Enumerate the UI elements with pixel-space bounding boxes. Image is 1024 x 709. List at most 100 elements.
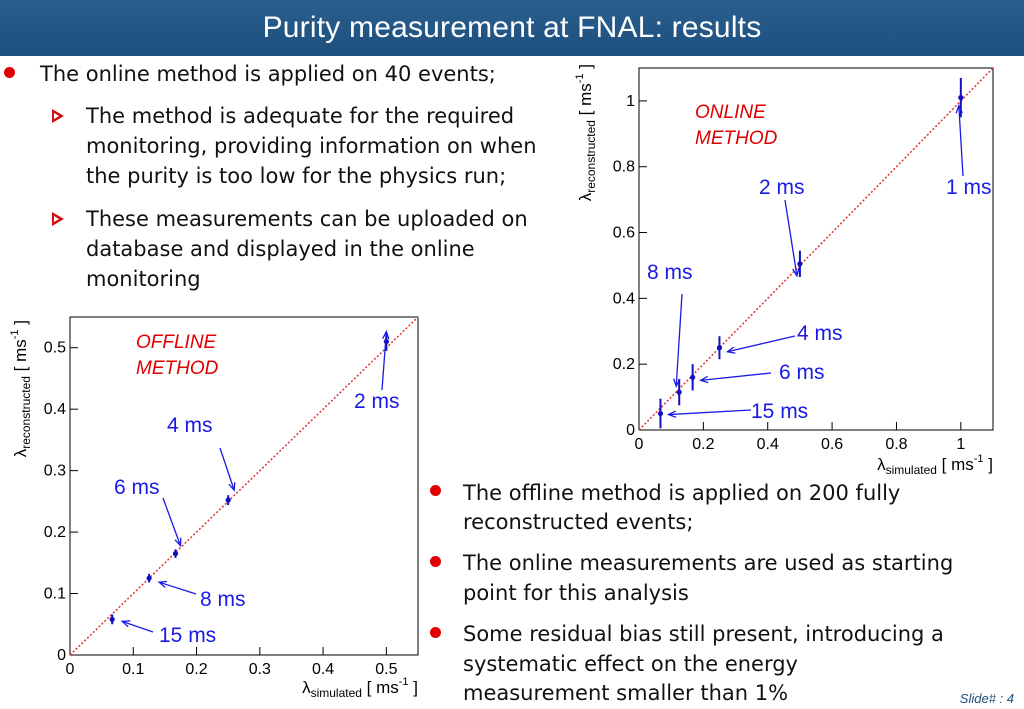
right-bullet-3-line-1: Some residual bias still present, introd… — [463, 622, 944, 646]
right-bullet-3-line-3: measurement smaller than 1% — [463, 681, 789, 705]
bullet-dot — [430, 627, 441, 638]
x-tick-label: 0.4 — [312, 661, 334, 678]
data-point — [716, 345, 723, 351]
method-title-line-1: ONLINE — [695, 102, 766, 123]
arrowhead-icon — [382, 329, 390, 340]
offline-method-chart: 0 0.1 0.2 0.3 0.4 0.5 0 0.1 0.2 0.3 0.4 0.5 2 ms 4 ms… — [9, 316, 419, 700]
sub-bullet-1-line-3: the purity is too low for the physics ru… — [86, 164, 507, 188]
sub-bullet-2-line-2: database and displayed in the online — [86, 237, 475, 261]
annotation-arrow — [958, 105, 964, 177]
point-label: 15 ms — [159, 624, 216, 647]
sub-bullet-2-line-3: monitoring — [86, 267, 201, 291]
y-tick-label: 0.8 — [613, 159, 635, 176]
annotation-arrow — [121, 620, 154, 633]
plot-frame — [69, 316, 419, 656]
point-label: 4 ms — [797, 322, 843, 345]
arrowhead-icon — [955, 103, 963, 114]
arrowhead-icon — [666, 410, 677, 418]
x-tick-label: 1 — [956, 436, 965, 453]
annotation-arrow — [158, 581, 197, 595]
data-point — [146, 575, 152, 581]
x-tick-label: 0.6 — [821, 436, 843, 453]
point-label: 2 ms — [759, 176, 805, 199]
arrow-bullet-icon — [52, 212, 64, 226]
right-bullet-2-line-2: point for this analysis — [463, 581, 689, 605]
method-title-line-2: METHOD — [695, 128, 778, 149]
title-bar: Purity measurement at FNAL: results — [0, 0, 1024, 56]
right-bullet-2-line-1: The online measurements are used as star… — [463, 551, 954, 575]
bullet-online-method: The online method is applied on 40 event… — [40, 62, 496, 86]
data-point — [225, 497, 231, 503]
annotation-arrow — [784, 199, 798, 276]
annotation-arrow — [700, 372, 772, 381]
y-tick-label: 0 — [57, 647, 66, 664]
x-tick-label: 0.2 — [185, 661, 207, 678]
data-point — [172, 551, 179, 557]
x-tick-label: 0.3 — [249, 661, 271, 678]
plot-frame — [638, 67, 994, 431]
point-label: 15 ms — [751, 400, 808, 423]
point-label: 1 ms — [946, 176, 992, 199]
diagonal-line — [69, 316, 419, 656]
point-label: 2 ms — [354, 390, 400, 413]
y-tick-label: 0.2 — [44, 524, 66, 541]
point-label: 8 ms — [647, 261, 693, 284]
y-tick-label: 0.1 — [44, 586, 66, 603]
x-tick-label: 0.2 — [692, 436, 714, 453]
annotation-arrow — [219, 447, 235, 491]
x-axis-label: λsimulated [ ms-1 ] — [302, 676, 418, 700]
arrowhead-icon — [792, 267, 800, 278]
y-axis-label: λreconstructed [ ms-1 ] — [9, 320, 33, 457]
arrowhead-icon — [672, 378, 681, 388]
slide-number: Slide# : 4 — [959, 691, 1014, 706]
right-bullet-3-line-2: systematic effect on the energy — [463, 652, 798, 676]
x-tick-label: 0.8 — [885, 436, 907, 453]
data-point — [958, 95, 964, 101]
y-tick-label: 0.3 — [44, 463, 66, 480]
annotation-arrow — [675, 293, 683, 387]
y-tick-label: 0.2 — [613, 356, 635, 373]
data-point — [676, 389, 682, 395]
sub-bullet-2-line-1: These measurements can be uploaded on — [86, 207, 528, 231]
bullet-dot — [4, 67, 15, 78]
method-title-line-2: METHOD — [136, 358, 219, 379]
y-tick-label: 0 — [626, 422, 635, 439]
arrowhead-icon — [698, 375, 709, 384]
data-point — [657, 410, 664, 417]
right-bullet-1-line-1: The offline method is applied on 200 ful… — [463, 481, 901, 505]
y-tick-label: 0.5 — [44, 340, 66, 357]
sub-bullet-1-line-2: monitoring, providing information on whe… — [86, 134, 537, 158]
annotation-arrow — [162, 497, 182, 546]
data-point — [109, 616, 115, 622]
data-point — [797, 261, 803, 267]
bullet-dot — [430, 485, 441, 496]
x-tick-label: 0.5 — [375, 661, 397, 678]
point-label: 6 ms — [114, 476, 160, 499]
y-tick-label: 1 — [626, 93, 635, 110]
y-tick-label: 0.4 — [613, 290, 635, 307]
annotation-arrow — [381, 331, 388, 391]
annotation-arrow — [727, 335, 796, 353]
point-label: 8 ms — [200, 588, 246, 611]
x-tick-label: 0.4 — [757, 436, 779, 453]
diagonal-line — [638, 67, 994, 431]
x-tick-label: 0 — [635, 436, 644, 453]
x-tick-label: 0 — [66, 661, 75, 678]
arrowhead-icon — [228, 482, 236, 492]
y-axis-label: λreconstructed [ ms-1 ] — [575, 64, 598, 201]
method-title-line-1: OFFLINE — [136, 332, 217, 353]
sub-bullet-1-line-1: The method is adequate for the required — [86, 104, 515, 128]
data-point — [690, 374, 696, 380]
y-tick-label: 0.6 — [613, 225, 635, 242]
x-tick-label: 0.1 — [122, 661, 144, 678]
arrow-bullet-icon — [52, 109, 64, 123]
right-bullet-1-line-2: reconstructed events; — [463, 510, 694, 534]
arrowhead-icon — [725, 346, 736, 354]
arrowhead-icon — [157, 580, 168, 588]
arrowhead-icon — [120, 620, 131, 628]
slide-title: Purity measurement at FNAL: results — [262, 11, 762, 44]
online-method-chart: 0 0.2 0.4 0.6 0.8 1 0 0.2 0.4 0.6 0.8 1 1 ms 2 ms 4 ms… — [575, 64, 994, 477]
point-label: 6 ms — [779, 361, 825, 384]
point-label: 4 ms — [167, 414, 213, 437]
arrowhead-icon — [174, 537, 182, 548]
